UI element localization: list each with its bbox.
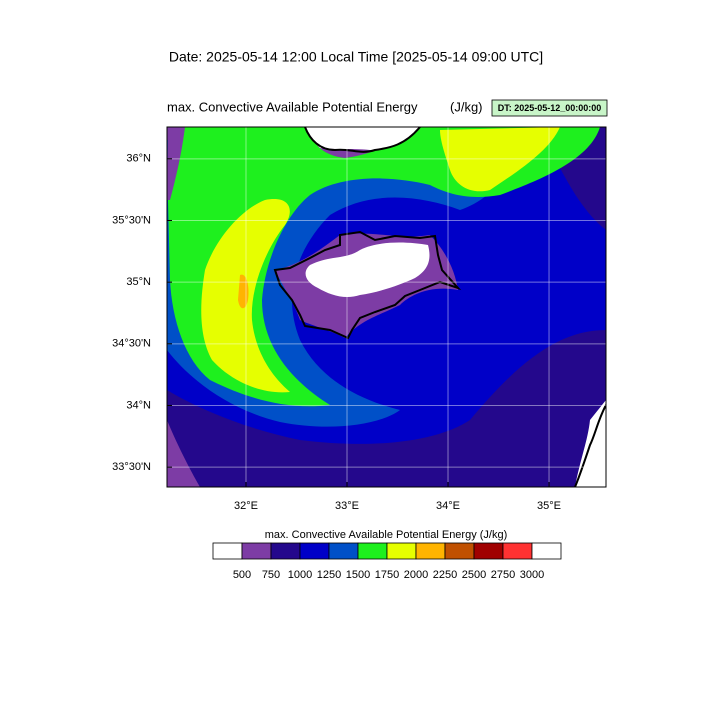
map-field bbox=[167, 127, 606, 487]
colorbar-box bbox=[270, 542, 301, 560]
dt-box bbox=[491, 99, 608, 117]
x-tick-label: 34°E bbox=[436, 500, 460, 512]
colorbar-label: 2500 bbox=[462, 569, 486, 581]
colorbar-label: 750 bbox=[262, 569, 280, 581]
colorbar-title: max. Convective Available Potential Ener… bbox=[265, 529, 508, 541]
colorbar-box bbox=[357, 542, 388, 560]
x-tick-label: 33°E bbox=[335, 500, 359, 512]
colorbar-box bbox=[444, 542, 475, 560]
colorbar-box bbox=[502, 542, 533, 560]
colorbar-box bbox=[473, 542, 504, 560]
colorbar-label: 1000 bbox=[288, 569, 312, 581]
map-frame bbox=[166, 126, 607, 488]
colorbar-box bbox=[212, 542, 243, 560]
x-tick-label: 32°E bbox=[234, 500, 258, 512]
dt-label: DT: 2025-05-12_00:00:00 bbox=[498, 103, 602, 113]
colorbar-label: 1750 bbox=[375, 569, 399, 581]
x-tick-label: 35°E bbox=[537, 500, 561, 512]
y-tick-label: 36°N bbox=[126, 153, 151, 165]
y-tick-label: 35°30'N bbox=[112, 214, 151, 226]
map-units: (J/kg) bbox=[450, 99, 483, 114]
colorbar-label: 1500 bbox=[346, 569, 370, 581]
map-title: max. Convective Available Potential Ener… bbox=[167, 99, 418, 114]
colorbar-box bbox=[241, 542, 272, 560]
colorbar-box bbox=[415, 542, 446, 560]
grid bbox=[167, 127, 606, 487]
y-tick-label: 33°30'N bbox=[112, 461, 151, 473]
colorbar-box bbox=[386, 542, 417, 560]
y-tick-label: 34°30'N bbox=[112, 338, 151, 350]
colorbar-box bbox=[299, 542, 330, 560]
colorbar-label: 2750 bbox=[491, 569, 515, 581]
y-tick-label: 34°N bbox=[126, 399, 151, 411]
date-header: Date: 2025-05-14 12:00 Local Time [2025-… bbox=[169, 49, 543, 65]
colorbar-label: 2000 bbox=[404, 569, 428, 581]
colorbar-label: 2250 bbox=[433, 569, 457, 581]
colorbar-label: 3000 bbox=[520, 569, 544, 581]
colorbar-label: 1250 bbox=[317, 569, 341, 581]
colorbar-label: 500 bbox=[233, 569, 251, 581]
y-tick-label: 35°N bbox=[126, 276, 151, 288]
colorbar-box bbox=[531, 542, 562, 560]
colorbar-box bbox=[328, 542, 359, 560]
